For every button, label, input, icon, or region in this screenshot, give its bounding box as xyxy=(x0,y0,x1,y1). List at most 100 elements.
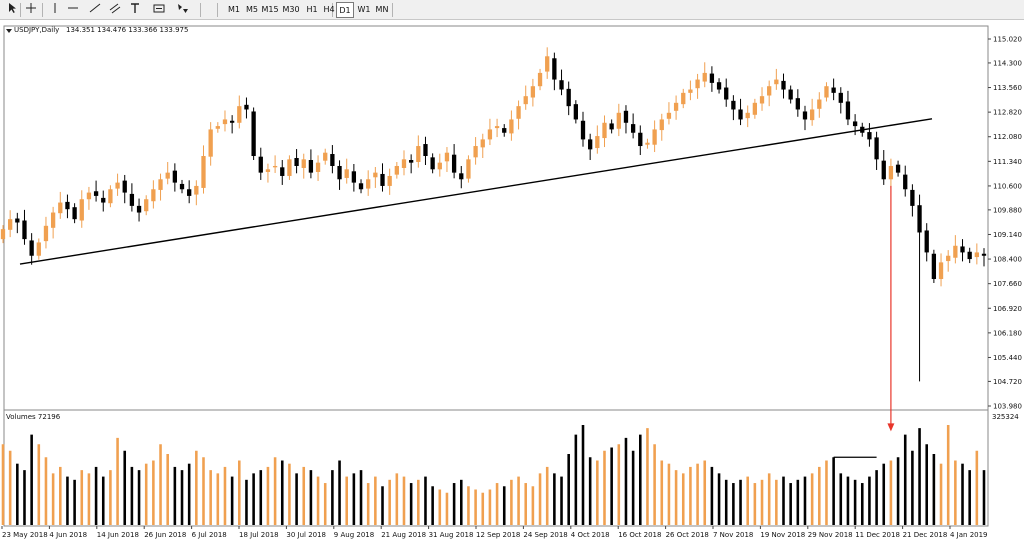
candle xyxy=(58,191,63,219)
price-chart[interactable]: USDJPY,Daily 134.351 134.476 133.366 133… xyxy=(0,22,1024,540)
candle-body xyxy=(258,156,263,173)
chart-area[interactable]: USDJPY,Daily 134.351 134.476 133.366 133… xyxy=(0,22,1024,540)
time-tick-label: 30 Jul 2018 xyxy=(286,531,326,539)
candle-body xyxy=(903,174,908,190)
time-tick-label: 4 Jan 2019 xyxy=(950,531,988,539)
candle-body xyxy=(315,162,321,172)
crosshair-icon[interactable] xyxy=(24,2,38,18)
time-tick-label: 4 Oct 2018 xyxy=(571,531,610,539)
candle-body xyxy=(93,191,99,196)
candle xyxy=(509,110,514,141)
shapes-tool-icon[interactable] xyxy=(176,2,190,18)
candle-body xyxy=(888,165,894,180)
horizontal-line-icon[interactable] xyxy=(66,2,80,18)
candle xyxy=(738,98,743,126)
label-tool-icon[interactable] xyxy=(152,2,166,18)
candle-body xyxy=(416,146,421,162)
price-tick-label: 109.140 xyxy=(993,231,1022,239)
price-tick-label: 108.400 xyxy=(993,256,1022,264)
candles xyxy=(0,47,987,382)
candle-body xyxy=(366,179,371,189)
candle xyxy=(358,179,364,194)
candle-body xyxy=(294,158,299,166)
candle xyxy=(50,206,56,239)
channel-icon[interactable] xyxy=(108,2,122,18)
candle-body xyxy=(530,86,536,98)
candle-body xyxy=(344,169,349,178)
candle-body xyxy=(874,137,879,160)
candle xyxy=(93,180,99,202)
candle xyxy=(809,98,815,126)
candle xyxy=(287,155,292,180)
candle-body xyxy=(101,197,106,203)
time-tick-label: 21 Aug 2018 xyxy=(381,531,426,539)
timeframe-m1[interactable]: M1 xyxy=(228,5,240,14)
candle-body xyxy=(473,146,478,158)
candle xyxy=(580,111,586,147)
collapse-triangle-icon[interactable] xyxy=(6,29,12,33)
timeframe-h1[interactable]: H1 xyxy=(306,5,318,14)
timeframe-d1[interactable]: D1 xyxy=(336,2,354,18)
candle xyxy=(344,158,349,184)
candle xyxy=(903,165,908,197)
candle-body xyxy=(401,159,407,168)
timeframe-w1[interactable]: W1 xyxy=(357,5,371,14)
candle xyxy=(480,133,485,159)
candle xyxy=(158,173,163,201)
candle-body xyxy=(545,56,550,72)
time-tick-label: 26 Oct 2018 xyxy=(666,531,709,539)
candle-body xyxy=(208,129,213,157)
candle-body xyxy=(845,101,851,120)
timeframe-m15[interactable]: M15 xyxy=(261,5,279,14)
timeframe-mn[interactable]: MN xyxy=(375,5,389,14)
candle xyxy=(308,149,314,179)
price-tick-label: 109.880 xyxy=(993,206,1022,214)
time-tick-label: 7 Nov 2018 xyxy=(713,531,753,539)
text-tool-icon[interactable] xyxy=(128,2,142,18)
candle xyxy=(759,87,765,111)
candle xyxy=(15,212,20,234)
candle-body xyxy=(194,185,199,195)
candle xyxy=(444,147,450,172)
trendline[interactable] xyxy=(19,118,933,265)
candle-body xyxy=(22,220,27,240)
timeframe-h4[interactable]: H4 xyxy=(323,5,335,14)
candle-body xyxy=(280,167,285,176)
candle xyxy=(366,170,371,196)
candle-body xyxy=(301,159,306,168)
candle-body xyxy=(638,132,643,147)
candle xyxy=(831,78,836,101)
candle-body xyxy=(265,169,271,172)
candle-body xyxy=(494,126,500,129)
candle xyxy=(795,89,800,117)
candle-body xyxy=(695,79,700,89)
candle xyxy=(874,131,879,170)
trendline-icon[interactable] xyxy=(88,2,102,18)
time-tick-label: 23 May 2018 xyxy=(2,531,48,539)
time-tick-label: 14 Jun 2018 xyxy=(97,531,139,539)
candle xyxy=(330,145,335,174)
time-tick-label: 12 Sep 2018 xyxy=(476,531,520,539)
candle-body xyxy=(323,152,328,161)
vertical-line-icon[interactable] xyxy=(48,2,62,18)
candle-body xyxy=(15,218,20,223)
candle xyxy=(645,138,650,149)
candle-body xyxy=(229,120,235,123)
candle-body xyxy=(394,165,399,175)
candle xyxy=(108,185,113,208)
candle-body xyxy=(688,89,693,93)
candle-body xyxy=(373,172,378,178)
candle xyxy=(43,216,49,249)
time-tick-label: 6 Jul 2018 xyxy=(192,531,227,539)
timeframe-m5[interactable]: M5 xyxy=(246,5,258,14)
candle xyxy=(709,66,715,92)
cursor-icon[interactable] xyxy=(6,2,20,18)
candle xyxy=(724,78,729,107)
candle xyxy=(788,85,793,104)
candle-body xyxy=(974,252,979,258)
timeframe-m30[interactable]: M30 xyxy=(282,5,300,14)
candle xyxy=(387,168,392,195)
candle xyxy=(208,122,213,166)
candle-body xyxy=(895,164,901,173)
candle-body xyxy=(108,189,113,204)
